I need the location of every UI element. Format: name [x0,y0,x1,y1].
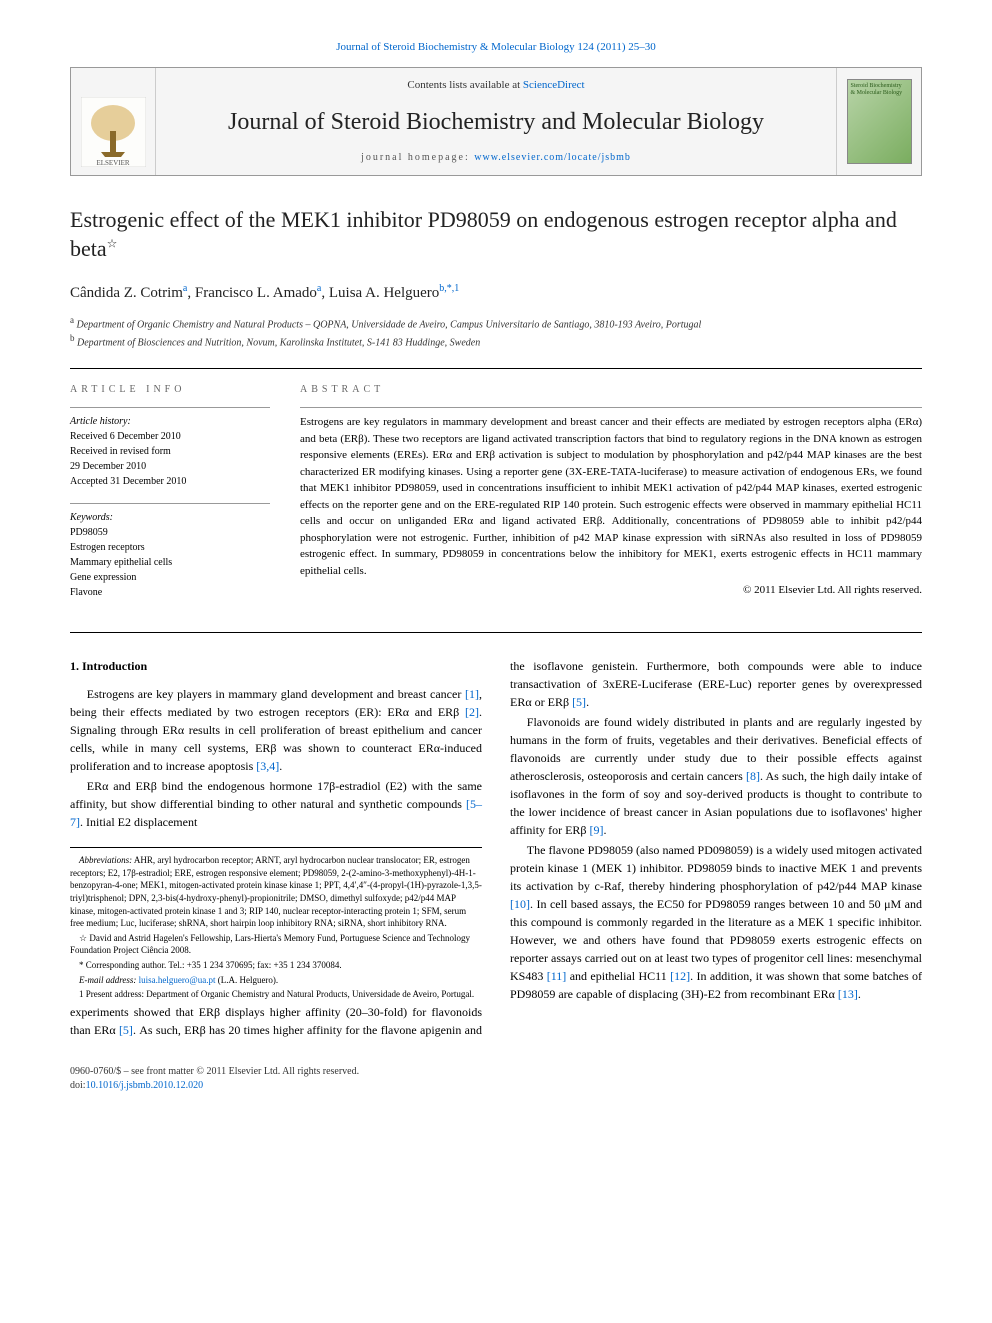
history-line: Accepted 31 December 2010 [70,474,270,489]
banner-center: Contents lists available at ScienceDirec… [156,68,836,175]
intro-p4: The flavone PD98059 (also named PD098059… [510,841,922,1003]
title-text: Estrogenic effect of the MEK1 inhibitor … [70,207,897,261]
cover-box: Steroid Biochemistry & Molecular Biology [836,68,921,175]
keyword: Gene expression [70,570,270,585]
affiliation-b: b Department of Biosciences and Nutritio… [70,332,922,350]
intro-p3: Flavonoids are found widely distributed … [510,713,922,839]
journal-cover-thumb: Steroid Biochemistry & Molecular Biology [847,79,912,164]
email-footnote: E-mail address: luisa.helguero@ua.pt (L.… [70,974,482,987]
abbreviations-footnote: Abbreviations: AHR, aryl hydrocarbon rec… [70,854,482,930]
intro-heading: 1. Introduction [70,657,482,675]
sciencedirect-link[interactable]: ScienceDirect [523,79,585,91]
keyword: Mammary epithelial cells [70,555,270,570]
keyword: Flavone [70,585,270,600]
corresponding-footnote: * Corresponding author. Tel.: +35 1 234 … [70,959,482,972]
intro-p1: Estrogens are key players in mammary gla… [70,685,482,775]
funding-footnote: ☆ David and Astrid Hagelen's Fellowship,… [70,932,482,957]
history-label: Article history: [70,414,270,429]
authors-line: Cândida Z. Cotrima, Francisco L. Amadoa,… [70,282,922,304]
history-line: 29 December 2010 [70,459,270,474]
intro-p2: ERα and ERβ bind the endogenous hormone … [70,777,482,831]
abstract-text: Estrogens are key regulators in mammary … [300,407,922,579]
journal-banner: ELSEVIER Contents lists available at Sci… [70,67,922,176]
footnotes-block: Abbreviations: AHR, aryl hydrocarbon rec… [70,847,482,1001]
article-info-column: ARTICLE INFO Article history: Received 6… [70,383,270,614]
article-title: Estrogenic effect of the MEK1 inhibitor … [70,206,922,263]
elsevier-tree-logo: ELSEVIER [81,97,146,167]
history-line: Received 6 December 2010 [70,429,270,444]
present-address-footnote: 1 Present address: Department of Organic… [70,988,482,1001]
affiliations: a Department of Organic Chemistry and Na… [70,314,922,351]
article-history-block: Article history: Received 6 December 201… [70,407,270,489]
email-link[interactable]: luisa.helguero@ua.pt [139,975,216,985]
keywords-block: Keywords: PD98059 Estrogen receptors Mam… [70,503,270,600]
affiliation-a: a Department of Organic Chemistry and Na… [70,314,922,332]
abstract-column: ABSTRACT Estrogens are key regulators in… [300,383,922,614]
footer-left: 0960-0760/$ – see front matter © 2011 El… [70,1065,359,1093]
history-line: Received in revised form [70,444,270,459]
publisher-logo-box: ELSEVIER [71,68,156,175]
contents-prefix: Contents lists available at [407,79,522,91]
abstract-heading: ABSTRACT [300,383,922,397]
svg-text:ELSEVIER: ELSEVIER [96,159,129,167]
doi-link[interactable]: 10.1016/j.jsbmb.2010.12.020 [86,1080,204,1091]
footer-copyright: 0960-0760/$ – see front matter © 2011 El… [70,1065,359,1079]
keywords-label: Keywords: [70,510,270,525]
contents-line: Contents lists available at ScienceDirec… [176,78,816,93]
header-citation: Journal of Steroid Biochemistry & Molecu… [70,40,922,55]
article-info-heading: ARTICLE INFO [70,383,270,397]
body-columns: 1. Introduction Estrogens are key player… [70,657,922,1039]
journal-name: Journal of Steroid Biochemistry and Mole… [176,106,816,140]
keyword: Estrogen receptors [70,540,270,555]
page-footer: 0960-0760/$ – see front matter © 2011 El… [70,1065,922,1093]
info-abstract-row: ARTICLE INFO Article history: Received 6… [70,369,922,632]
abstract-copyright: © 2011 Elsevier Ltd. All rights reserved… [300,583,922,598]
keyword: PD98059 [70,525,270,540]
divider-bottom [70,632,922,633]
homepage-link[interactable]: www.elsevier.com/locate/jsbmb [474,152,631,163]
homepage-line: journal homepage: www.elsevier.com/locat… [176,151,816,165]
homepage-prefix: journal homepage: [361,152,474,163]
title-footnote-marker: ☆ [107,237,118,251]
footer-doi: doi:10.1016/j.jsbmb.2010.12.020 [70,1079,359,1093]
